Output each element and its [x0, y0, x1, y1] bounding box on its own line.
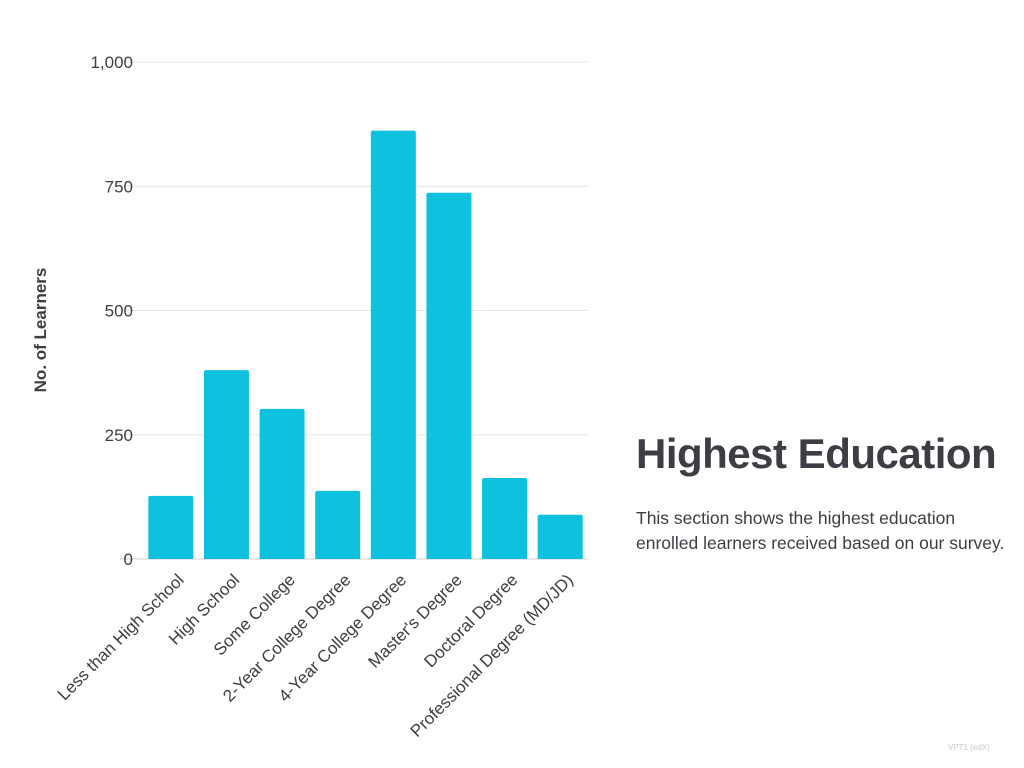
- y-axis-label: No. of Learners: [31, 268, 50, 393]
- bar: [482, 477, 528, 559]
- bar-chart: 0 250 500 750 1,000 Less than High SchoolHig…: [31, 53, 588, 741]
- x-tick-label: Doctoral Degree: [420, 570, 521, 671]
- y-tick-label: 250: [105, 426, 133, 445]
- bars: [148, 130, 583, 559]
- bar: [259, 408, 305, 559]
- y-tick-label: 500: [105, 302, 133, 321]
- section-title: Highest Education: [636, 430, 997, 477]
- footer-note: VPT1 (edX): [948, 743, 990, 752]
- bar: [148, 495, 194, 559]
- bar: [426, 192, 472, 559]
- y-tick-label: 1,000: [90, 53, 133, 72]
- bar: [203, 370, 249, 559]
- x-tick-label: Master's Degree: [365, 570, 466, 671]
- section-description: This section shows the highest education…: [636, 508, 1005, 553]
- y-axis-ticks: 0 250 500 750 1,000: [90, 53, 133, 569]
- y-tick-label: 0: [124, 550, 133, 569]
- bar: [370, 130, 416, 559]
- y-tick-label: 750: [105, 177, 133, 196]
- info-panel: Highest Education This section shows the…: [636, 430, 1021, 556]
- bar: [315, 490, 361, 559]
- bar: [537, 514, 583, 559]
